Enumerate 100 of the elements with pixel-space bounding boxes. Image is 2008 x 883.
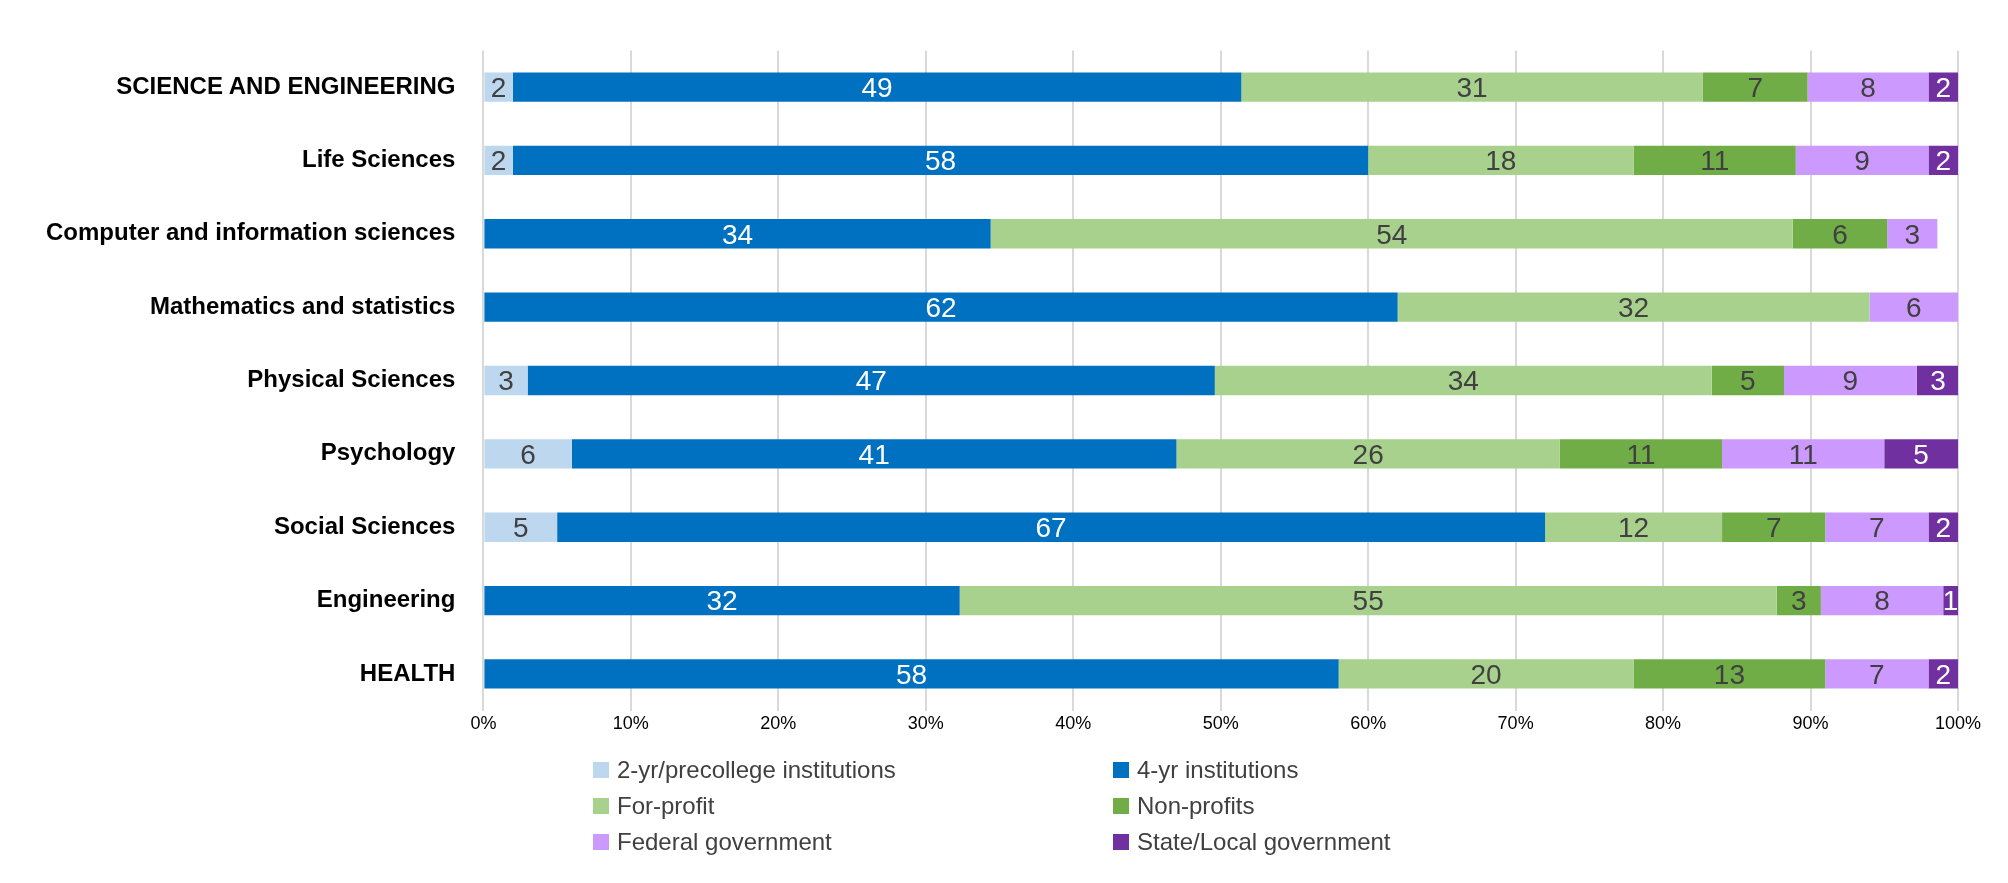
legend-label: State/Local government [1137, 828, 1391, 856]
data-label: 11 [1626, 438, 1656, 470]
data-label: 5 [1913, 438, 1929, 470]
bar [1176, 439, 1560, 469]
bar [1633, 659, 1826, 689]
y-tick-label: Physical Sciences [247, 365, 456, 393]
bar [959, 585, 1777, 616]
bar [1397, 292, 1870, 322]
data-label: 8 [1874, 585, 1890, 617]
data-label: 41 [858, 438, 890, 470]
x-tick-label: 90% [1792, 713, 1829, 734]
data-label: 2 [490, 145, 507, 177]
x-tick-label: 50% [1202, 713, 1239, 734]
bar [1545, 512, 1723, 542]
data-label: 9 [1854, 145, 1870, 177]
x-tick-label: 40% [1055, 713, 1092, 734]
data-label: 26 [1352, 438, 1384, 470]
data-label: 34 [1447, 365, 1479, 397]
bar [484, 439, 572, 469]
data-label: 2 [1935, 511, 1952, 543]
data-label: 6 [1905, 291, 1922, 323]
bar [1884, 439, 1958, 469]
data-label: 7 [1765, 511, 1782, 543]
x-tick-label: 70% [1497, 713, 1534, 734]
data-label: 5 [1740, 365, 1756, 397]
data-label: 32 [706, 585, 738, 617]
y-tick-label: Engineering [316, 585, 456, 613]
legend-label: 2-yr/precollege institutions [617, 756, 896, 784]
data-label: 7 [1869, 511, 1885, 543]
data-label: 3 [1904, 218, 1921, 250]
bar [1368, 145, 1634, 176]
bar [1559, 439, 1723, 469]
data-label: 55 [1352, 585, 1384, 617]
y-tick-label: SCIENCE AND ENGINEERING [116, 71, 456, 99]
bar [1825, 659, 1929, 689]
bar [1702, 72, 1808, 102]
x-tick-label: 30% [907, 713, 944, 734]
data-label: 47 [855, 365, 887, 397]
y-tick-label: HEALTH [359, 658, 456, 686]
data-label: 2 [490, 71, 507, 103]
data-label: 54 [1376, 218, 1408, 250]
bar [1792, 219, 1888, 249]
bar [1825, 512, 1929, 542]
data-label: 9 [1842, 365, 1859, 397]
data-label: 58 [924, 145, 957, 177]
bar [484, 219, 991, 249]
legend-label: For-profit [617, 792, 715, 820]
bar [484, 292, 1398, 322]
data-label: 32 [1618, 291, 1650, 323]
data-label: 6 [1832, 218, 1848, 250]
data-label: 49 [861, 71, 893, 103]
x-tick-label: 10% [612, 713, 649, 734]
bar [1338, 659, 1634, 689]
bar [1214, 365, 1712, 396]
data-label: 67 [1035, 511, 1067, 543]
bar [1711, 365, 1784, 396]
data-label: 11 [1788, 438, 1818, 470]
data-label: 2 [1935, 145, 1952, 177]
data-label: 1 [1942, 585, 1959, 617]
data-label: 3 [498, 365, 514, 397]
data-label: 13 [1713, 658, 1746, 690]
bar [1633, 145, 1796, 176]
data-label: 2 [1935, 71, 1952, 103]
y-tick-label: Computer and information sciences [46, 218, 456, 246]
y-tick-label: Social Sciences [273, 511, 456, 539]
data-label: 7 [1869, 658, 1885, 690]
data-label: 20 [1470, 658, 1502, 690]
legend-label: Non-profits [1137, 792, 1255, 820]
data-label: 3 [1930, 365, 1946, 397]
data-label: 11 [1700, 145, 1730, 177]
y-tick-label: Psychology [320, 438, 457, 466]
bar [990, 219, 1793, 249]
bar [484, 585, 960, 616]
x-tick-label: 0% [470, 713, 497, 734]
bar [1784, 365, 1917, 396]
y-tick-label: Life Sciences [301, 145, 456, 173]
data-label: 18 [1485, 145, 1517, 177]
data-label: 58 [895, 658, 928, 690]
bar [1820, 585, 1944, 616]
bar [1241, 72, 1703, 102]
data-label: 62 [925, 291, 957, 323]
bar [484, 659, 1339, 689]
y-tick-label: Mathematics and statistics [149, 291, 456, 319]
data-label: 34 [721, 218, 754, 250]
data-label: 3 [1790, 585, 1807, 617]
bar [512, 72, 1242, 102]
x-tick-label: 100% [1934, 713, 1982, 734]
x-tick-label: 20% [760, 713, 797, 734]
data-label: 8 [1860, 71, 1876, 103]
bar [484, 512, 558, 542]
data-label: 2 [1935, 658, 1952, 690]
x-tick-label: 60% [1350, 713, 1387, 734]
bar [557, 512, 1546, 542]
bar [527, 365, 1215, 396]
legend-label: Federal government [617, 828, 832, 856]
bar [571, 439, 1177, 469]
bar [1807, 72, 1929, 102]
bar [1869, 292, 1958, 322]
data-label: 12 [1618, 511, 1650, 543]
data-label: 6 [520, 438, 536, 470]
